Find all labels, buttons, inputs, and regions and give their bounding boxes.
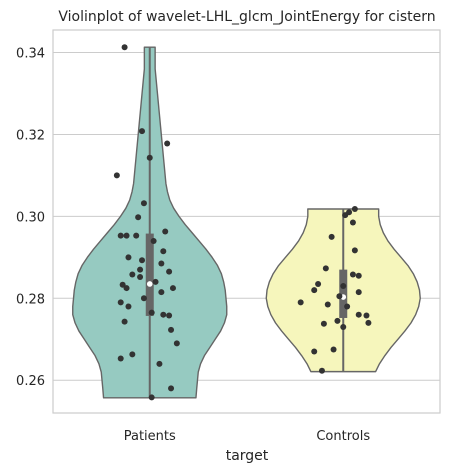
y-tick-label: 0.34 (16, 47, 45, 62)
data-point (356, 273, 362, 279)
data-point (170, 285, 176, 291)
data-point (118, 233, 124, 239)
data-point (137, 274, 143, 280)
data-point (340, 283, 346, 289)
data-point (137, 267, 143, 273)
data-point (352, 247, 358, 253)
y-tick-label: 0.30 (16, 210, 45, 225)
data-point (166, 269, 172, 275)
data-point (129, 272, 135, 278)
data-point (315, 281, 321, 287)
data-point (319, 368, 325, 374)
data-point (323, 265, 329, 271)
data-point (356, 312, 362, 318)
chart-title: Violinplot of wavelet-LHL_glcm_JointEner… (58, 9, 435, 25)
violin-patients (73, 44, 227, 400)
data-point (153, 279, 159, 285)
data-point (141, 200, 147, 206)
data-point (356, 289, 362, 295)
violins (73, 44, 421, 400)
data-point (352, 206, 358, 212)
data-point (162, 229, 168, 235)
data-point (311, 287, 317, 293)
data-point (160, 312, 166, 318)
data-point (122, 44, 128, 50)
data-point (168, 327, 174, 333)
data-point (122, 319, 128, 325)
data-point (124, 233, 130, 239)
data-point (114, 172, 120, 178)
median-marker-patients (147, 281, 153, 287)
data-point (168, 385, 174, 391)
data-point (298, 299, 304, 305)
data-point (174, 340, 180, 346)
data-point (344, 303, 350, 309)
data-point (350, 272, 356, 278)
data-point (321, 321, 327, 327)
data-point (158, 289, 164, 295)
x-axis-label: target (226, 448, 269, 464)
data-point (118, 299, 124, 305)
data-point (141, 295, 147, 301)
x-axis-ticks: Patients Controls (124, 429, 371, 444)
data-point (334, 318, 340, 324)
data-point (350, 220, 356, 226)
data-point (164, 140, 170, 146)
data-point (365, 320, 371, 326)
violin-controls (266, 206, 420, 374)
y-tick-label: 0.28 (16, 292, 45, 307)
data-point (125, 254, 131, 260)
data-point (139, 128, 145, 134)
data-point (342, 212, 348, 218)
x-tick-label-controls: Controls (316, 429, 370, 444)
data-point (166, 313, 172, 319)
data-point (133, 233, 139, 239)
data-point (311, 349, 317, 355)
data-point (135, 214, 141, 220)
y-axis-ticks: 0.26 0.28 0.30 0.32 0.34 (16, 47, 45, 390)
data-point (325, 301, 331, 307)
data-point (151, 238, 157, 244)
data-point (129, 351, 135, 357)
data-point (124, 285, 130, 291)
y-tick-label: 0.32 (16, 128, 45, 143)
data-point (160, 248, 166, 254)
data-point (329, 234, 335, 240)
data-point (156, 361, 162, 367)
iqr-box-patients (146, 234, 154, 316)
data-point (363, 313, 369, 319)
data-point (158, 260, 164, 266)
x-tick-label-patients: Patients (124, 429, 176, 444)
data-point (149, 394, 155, 400)
y-tick-label: 0.26 (16, 374, 45, 389)
data-point (336, 293, 342, 299)
data-point (149, 310, 155, 316)
data-point (331, 347, 337, 353)
data-point (118, 356, 124, 362)
data-point (147, 155, 153, 161)
data-point (139, 257, 145, 263)
data-point (340, 324, 346, 330)
data-point (125, 303, 131, 309)
